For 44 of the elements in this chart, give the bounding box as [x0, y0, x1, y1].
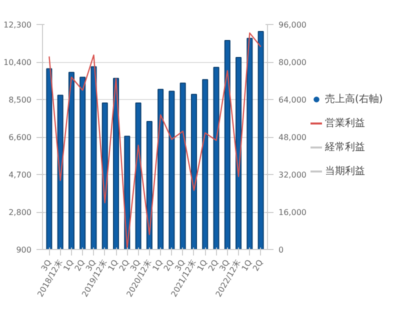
bar [168, 90, 175, 250]
bar [146, 121, 152, 250]
y2-tick-label: 80,000 [278, 58, 306, 67]
y-tick-label: 900 [16, 246, 32, 254]
bar [213, 66, 220, 250]
bar [46, 68, 52, 250]
y-tick-label: 10,400 [4, 58, 32, 67]
legend-label: 当期利益 [325, 164, 365, 178]
x-tick-label: 1Q [240, 258, 254, 273]
bar [102, 102, 108, 250]
bar [135, 102, 142, 250]
y2-tick-label: 0 [278, 246, 284, 254]
x-tick-label: 1Q [150, 258, 164, 273]
legend-label: 営業利益 [325, 116, 365, 130]
y-tick-label: 8,500 [8, 96, 32, 104]
y2-tick-label: 32,000 [278, 170, 306, 180]
y-tick-label: 12,300 [4, 20, 32, 30]
legend-label: 売上高(右軸) [325, 92, 383, 106]
y2-tick-label: 48,000 [278, 133, 306, 142]
y2-tick-label: 16,000 [278, 208, 306, 217]
bar [158, 88, 164, 250]
bar [190, 94, 197, 250]
y-tick-label: 4,700 [8, 170, 32, 180]
bar [236, 57, 242, 250]
line-series [48, 32, 262, 250]
y2-tick-label: 96,000 [278, 20, 306, 30]
bar [246, 38, 253, 250]
x-tick-label: 1Q [62, 258, 76, 273]
bar [68, 72, 74, 250]
bar [57, 94, 64, 250]
y2-tick-label: 64,000 [278, 96, 306, 104]
bar [202, 79, 208, 250]
bar [180, 82, 186, 250]
x-tick-label: 1Q [106, 258, 120, 273]
bar [80, 76, 86, 250]
legend-label: 経常利益 [325, 140, 365, 154]
bar [90, 66, 97, 250]
x-tick-label: 2Q [251, 258, 265, 273]
bar [258, 31, 264, 250]
bar [113, 78, 120, 250]
y-tick-label: 6,600 [8, 133, 32, 142]
bar [224, 40, 230, 250]
x-tick-label: 1Q [196, 258, 210, 273]
y-tick-label: 2,800 [8, 208, 32, 217]
